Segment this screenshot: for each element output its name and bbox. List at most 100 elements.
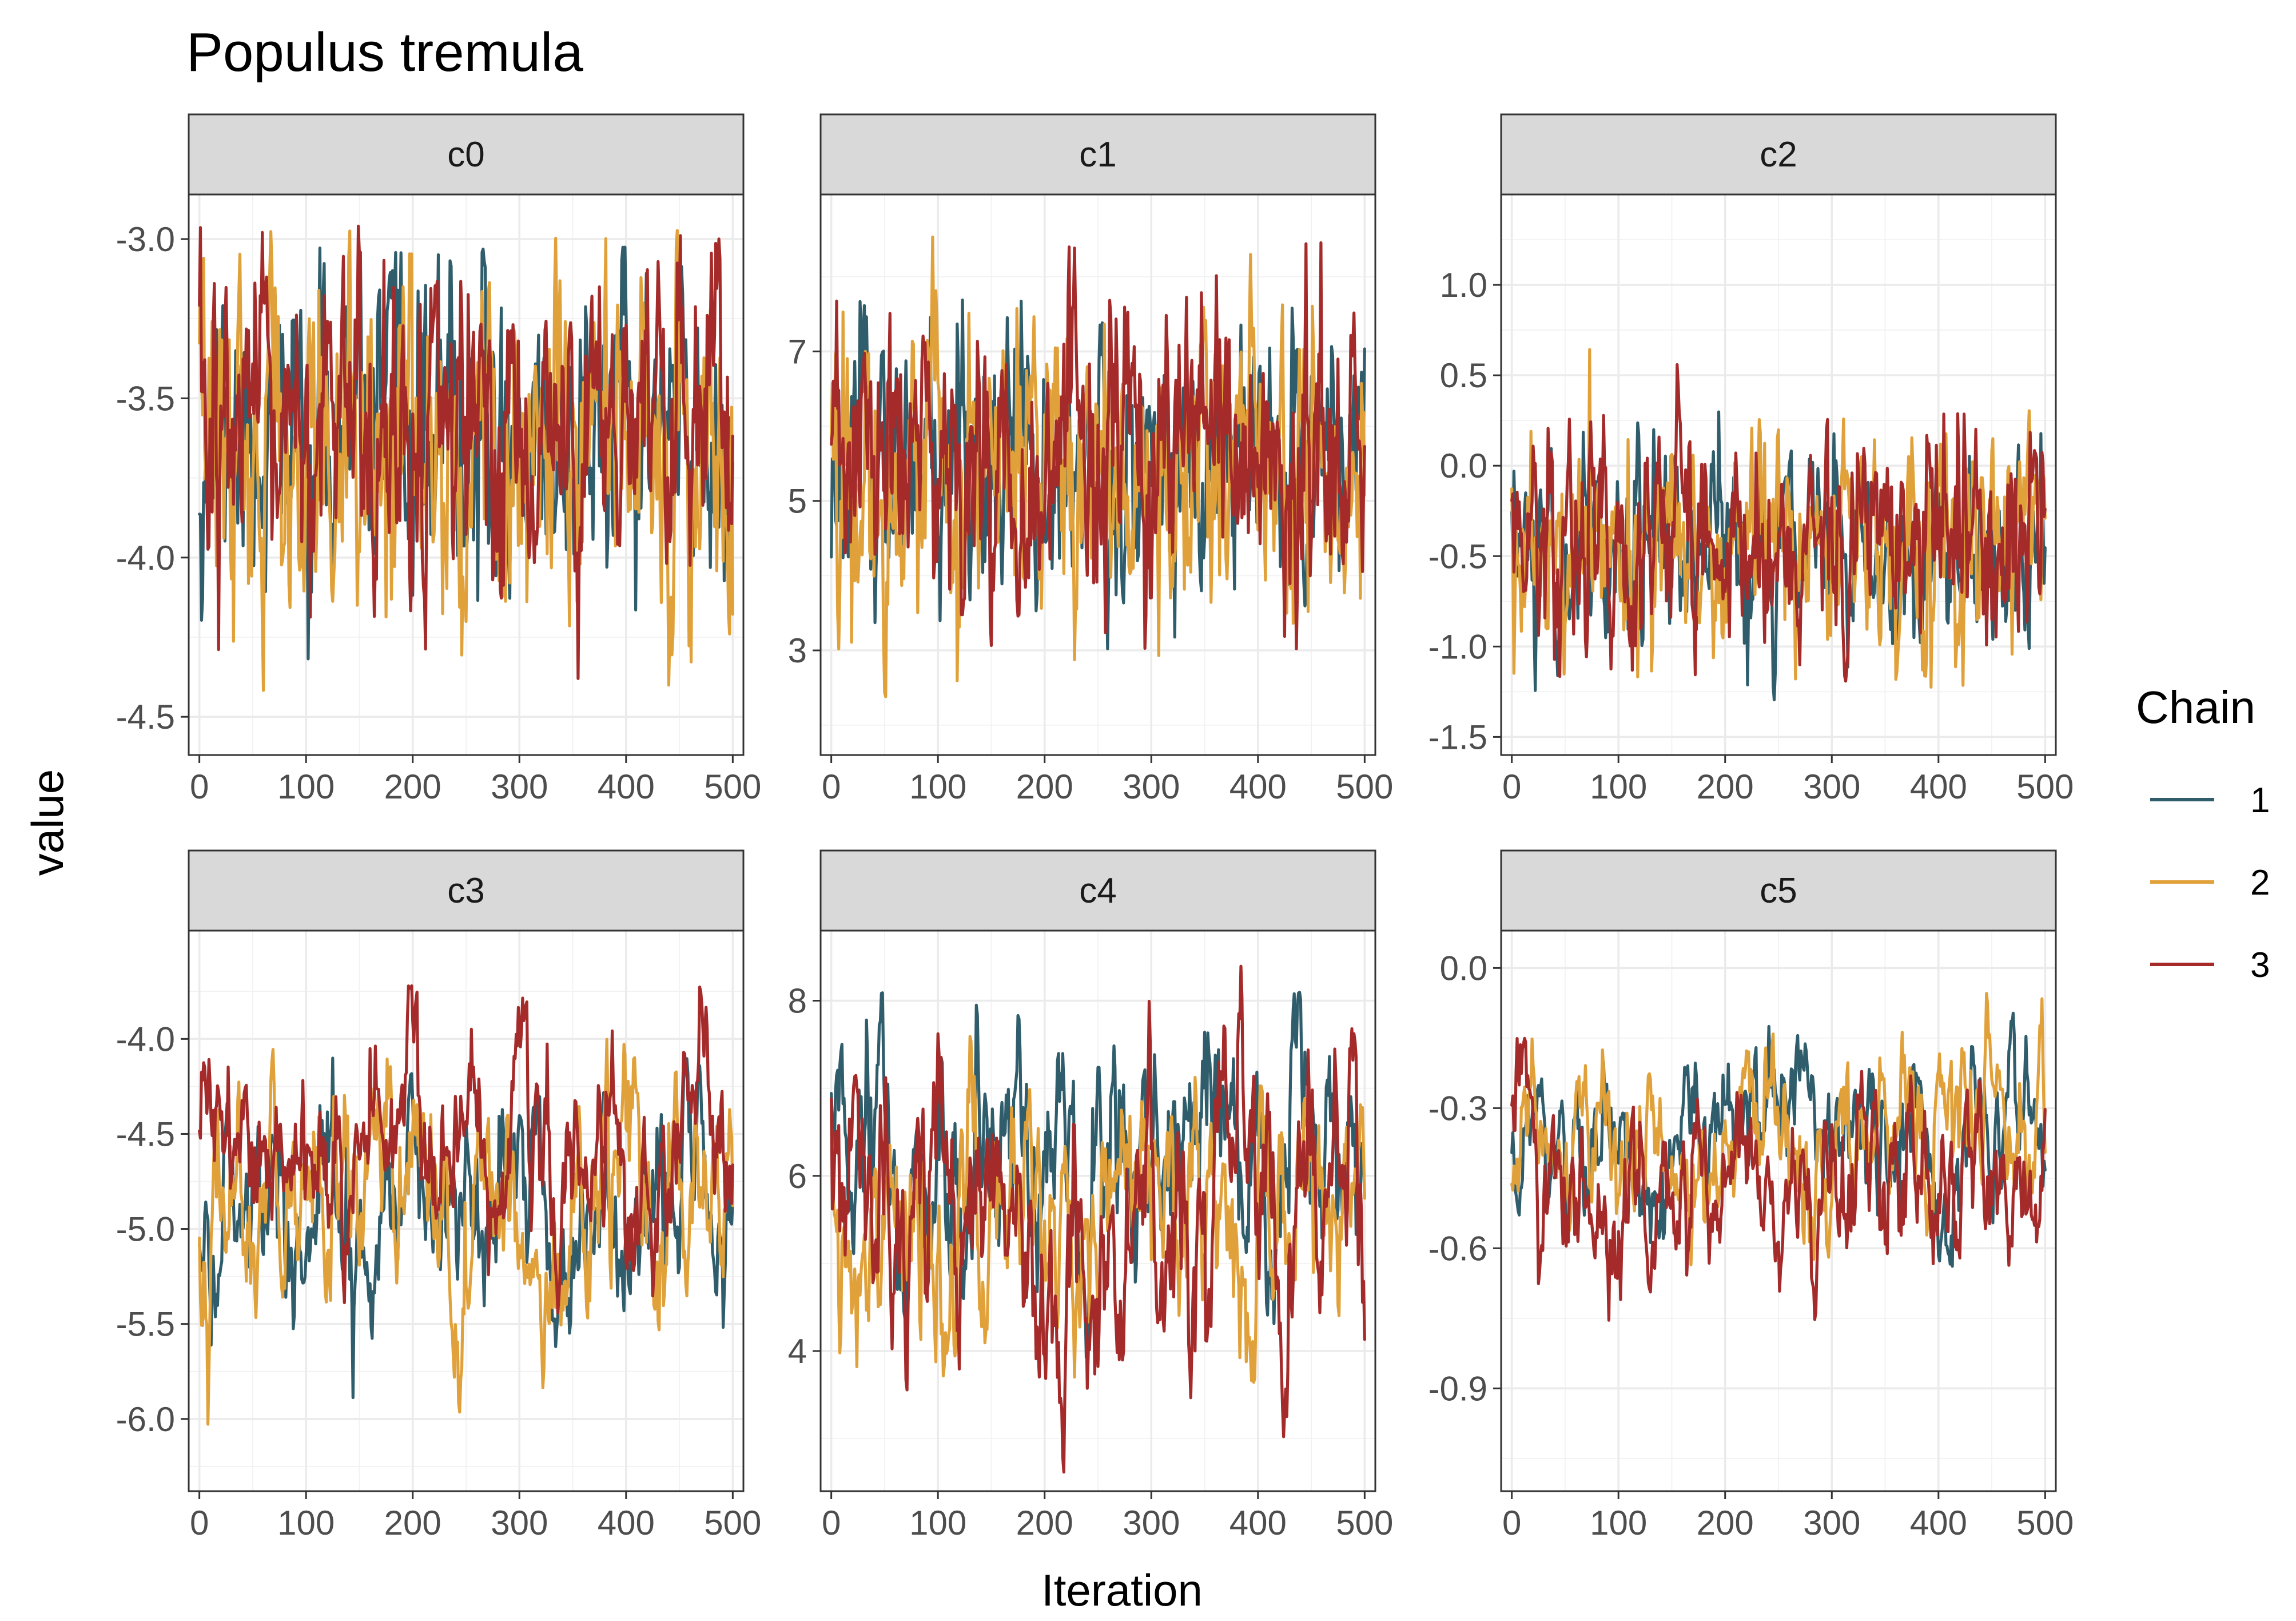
- x-tick-label: 200: [1016, 1504, 1073, 1542]
- x-tick-label: 500: [2016, 1504, 2074, 1542]
- chain-3-trace: [830, 241, 1366, 650]
- y-tick-label: 4: [788, 1332, 807, 1370]
- facet-strip-label: c3: [447, 871, 484, 911]
- facet-strip: [188, 113, 745, 196]
- x-tick-label: 200: [384, 1504, 441, 1542]
- y-tick-label: -1.5: [1428, 718, 1487, 756]
- y-tick-label: 8: [788, 982, 807, 1020]
- y-tick-label: 0.0: [1440, 949, 1487, 987]
- plot-title: Populus tremula: [186, 22, 583, 83]
- chain-3-trace: [830, 964, 1366, 1474]
- y-tick-label: 6: [788, 1157, 807, 1195]
- x-tick-label: 400: [1229, 768, 1287, 806]
- facet-panel-c2: c2 0 100 200 300 400 500 1.0 0.5 0.0 -0.5 -1.0 -1.5: [1428, 113, 2074, 806]
- chain-2-trace: [1510, 348, 2047, 689]
- facet-panel-c0: c0 0 100 200 300 400 500 -3.0 -3.5 -4.0 -4.5: [116, 113, 761, 806]
- y-tick-label: -0.5: [1428, 537, 1487, 575]
- y-tick-label: -1.0: [1428, 627, 1487, 666]
- facet-panel-c1: c1 0 100 200 300 400 500 7 5 3: [788, 113, 1393, 806]
- facet-strip: [1500, 849, 2057, 932]
- x-tick-label: 100: [277, 1504, 335, 1542]
- panel-border: [1500, 929, 2057, 1492]
- trace-group: [1510, 992, 2047, 1322]
- x-tick-label: 400: [1229, 1504, 1287, 1542]
- trace-group: [830, 964, 1366, 1474]
- facet-strip-label: c2: [1760, 135, 1797, 174]
- legend-label-chain-3: 3: [2250, 945, 2270, 985]
- x-tick-label: 0: [190, 1504, 209, 1542]
- x-tick-label: 300: [1123, 768, 1180, 806]
- x-tick-label: 300: [1803, 1504, 1860, 1542]
- legend: Chain 1 2 3: [2136, 682, 2270, 985]
- trace-group: [830, 235, 1366, 698]
- y-tick-label: -0.9: [1428, 1369, 1487, 1408]
- panel-border: [819, 929, 1376, 1492]
- x-axis-title: Iteration: [1041, 1565, 1203, 1615]
- x-tick-label: 100: [277, 768, 335, 806]
- y-tick-label: -3.0: [116, 220, 175, 259]
- x-tick-label: 500: [704, 1504, 761, 1542]
- trace-group: [198, 984, 734, 1426]
- y-tick-label: -0.6: [1428, 1229, 1487, 1268]
- x-tick-label: 0: [822, 1504, 841, 1542]
- chain-2-trace: [1510, 992, 2047, 1266]
- y-tick-label: -3.5: [116, 379, 175, 418]
- facet-strip: [819, 113, 1376, 196]
- x-tick-label: 500: [1336, 1504, 1393, 1542]
- x-tick-label: 100: [1590, 768, 1647, 806]
- x-tick-label: 200: [1697, 768, 1754, 806]
- x-tick-label: 200: [1697, 1504, 1754, 1542]
- y-axis-title: value: [22, 769, 73, 876]
- facet-strip-label: c4: [1079, 871, 1116, 911]
- panel-border: [188, 193, 745, 756]
- legend-label-chain-1: 1: [2250, 781, 2270, 820]
- x-tick-label: 100: [909, 768, 966, 806]
- x-tick-label: 0: [1502, 1504, 1521, 1542]
- x-tick-label: 400: [1910, 1504, 1967, 1542]
- chain-3-trace: [198, 224, 734, 680]
- y-tick-label: 0.0: [1440, 447, 1487, 485]
- panel-border: [188, 929, 745, 1492]
- panel-border: [819, 193, 1376, 756]
- x-tick-label: 300: [491, 1504, 548, 1542]
- y-tick-label: 1.0: [1440, 266, 1487, 304]
- x-tick-label: 100: [909, 1504, 966, 1542]
- facet-strip: [1500, 113, 2057, 196]
- facet-panel-c5: c5 0 100 200 300 400 500 0.0 -0.3 -0.6 -0.9: [1428, 849, 2074, 1542]
- trace-group: [1510, 348, 2047, 702]
- y-tick-label: -5.5: [116, 1305, 175, 1344]
- x-tick-label: 500: [1336, 768, 1393, 806]
- y-tick-label: 7: [788, 332, 807, 371]
- x-tick-label: 300: [1123, 1504, 1180, 1542]
- facet-strip-label: c1: [1079, 135, 1116, 174]
- x-tick-label: 0: [822, 768, 841, 806]
- chain-3-trace: [1510, 1036, 2047, 1322]
- y-tick-label: -5.0: [116, 1210, 175, 1249]
- x-tick-label: 200: [1016, 768, 1073, 806]
- y-tick-label: -6.0: [116, 1400, 175, 1439]
- chain-2-trace: [198, 1038, 734, 1426]
- x-tick-label: 300: [1803, 768, 1860, 806]
- facet-strip-label: c5: [1760, 871, 1797, 911]
- y-tick-label: -4.0: [116, 539, 175, 577]
- x-tick-label: 200: [384, 768, 441, 806]
- trace-group: [198, 224, 734, 692]
- x-tick-label: 500: [2016, 768, 2074, 806]
- x-tick-label: 0: [1502, 768, 1521, 806]
- chain-3-trace: [198, 984, 734, 1314]
- x-tick-label: 500: [704, 768, 761, 806]
- x-tick-label: 300: [491, 768, 548, 806]
- y-tick-label: -4.0: [116, 1020, 175, 1058]
- panel-border: [1500, 193, 2057, 756]
- x-tick-label: 0: [190, 768, 209, 806]
- facet-panel-c4: c4 0 100 200 300 400 500 8 6 4: [788, 849, 1393, 1542]
- y-tick-label: -4.5: [116, 1115, 175, 1153]
- x-tick-label: 400: [598, 1504, 655, 1542]
- y-tick-label: 3: [788, 631, 807, 670]
- chain-3-trace: [1510, 363, 2047, 683]
- facet-panel-c3: c3 0 100 200 300 400 500 -4.0 -4.5 -5.0 -5.5 -6.0: [116, 849, 761, 1542]
- facet-strip-label: c0: [447, 135, 484, 174]
- y-tick-label: 5: [788, 482, 807, 521]
